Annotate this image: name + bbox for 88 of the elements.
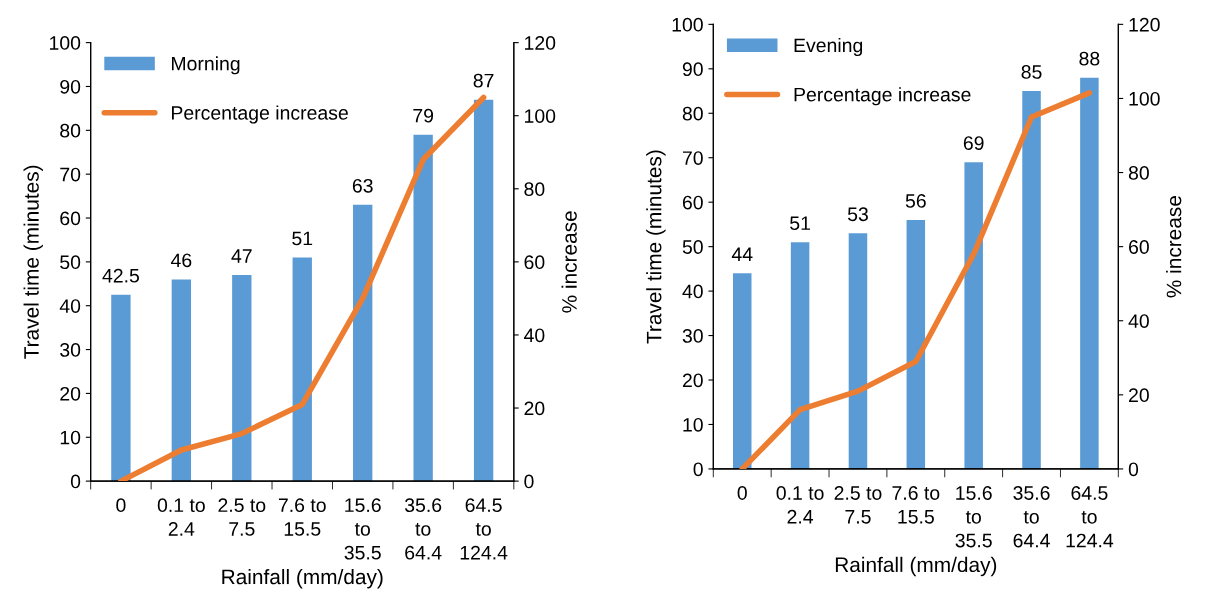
- y-tick-label: 0: [70, 474, 81, 489]
- y2-tick-label: 80: [524, 182, 545, 197]
- bar: [964, 162, 983, 469]
- x-tick-label: 0: [116, 498, 126, 513]
- y2-tick-label: 100: [525, 109, 556, 123]
- y2-tick-label: 20: [524, 401, 545, 416]
- data-label: 46: [170, 253, 192, 268]
- data-label: 85: [1021, 65, 1042, 79]
- y-tick-label: 0: [693, 462, 703, 477]
- data-label: 88: [1079, 51, 1100, 66]
- y-tick-label: 70: [60, 167, 81, 182]
- y-axis-title: Travel time (minutes): [23, 165, 43, 359]
- y-tick-label: 30: [60, 343, 81, 357]
- bar: [906, 219, 926, 469]
- x-tick-label: 2.5 to 7.5: [218, 498, 266, 536]
- y-tick-label: 90: [682, 62, 703, 77]
- data-label: 53: [847, 207, 868, 222]
- x-tick-label: 15.6 to 35.5: [955, 486, 992, 548]
- data-label: 63: [352, 178, 373, 193]
- x-tick-label: 2.5 to 7.5: [834, 486, 882, 524]
- y2-tick-label: 20: [1129, 388, 1149, 403]
- y-tick-label: 80: [60, 123, 81, 138]
- y2-tick-label: 0: [524, 474, 534, 489]
- y2-tick-label: 120: [1129, 17, 1160, 32]
- y-tick-label: 50: [682, 240, 703, 254]
- bar: [353, 204, 373, 482]
- x-tick-label: 64.5 to 124.4: [460, 498, 508, 560]
- bar: [413, 134, 433, 482]
- y-tick-label: 10: [60, 430, 81, 445]
- bar: [732, 273, 752, 469]
- data-label: 87: [473, 73, 494, 88]
- data-label: 51: [292, 231, 313, 246]
- y-tick-label: 60: [682, 195, 703, 210]
- x-tick-label: 64.5 to 124.4: [1066, 486, 1114, 548]
- y-tick-label: 100: [50, 36, 81, 50]
- y2-tick-label: 60: [524, 255, 545, 270]
- bar: [790, 242, 810, 469]
- legend-label: Percentage increase: [794, 87, 971, 106]
- y-tick-label: 20: [682, 373, 703, 388]
- bar: [1022, 91, 1041, 469]
- y-tick-label: 80: [682, 106, 703, 121]
- legend-label: Morning: [171, 56, 240, 75]
- bar: [848, 233, 868, 469]
- y-tick-label: 100: [672, 17, 703, 32]
- x-axis-title: Rainfall (mm/day): [835, 556, 997, 577]
- y-axis-title: Travel time (minutes): [646, 150, 666, 344]
- y2-axis-title: % increase: [561, 211, 577, 313]
- x-tick-label: 7.6 to 15.5: [892, 486, 940, 524]
- legend-label: Percentage increase: [171, 105, 348, 124]
- y2-tick-label: 120: [525, 36, 556, 50]
- y2-tick-label: 0: [1128, 462, 1139, 477]
- x-tick-label: 35.6 to 64.4: [1013, 486, 1050, 548]
- bar: [171, 279, 192, 482]
- y-tick-label: 30: [682, 329, 703, 343]
- y2-tick-label: 80: [1128, 166, 1149, 180]
- data-label: 51: [790, 216, 810, 231]
- x-tick-label: 7.6 to 15.5: [278, 498, 326, 536]
- data-label: 56: [905, 194, 926, 208]
- x-tick-label: 0: [737, 486, 747, 500]
- x-tick-label: 0.1 to 2.4: [776, 486, 824, 524]
- y-tick-label: 90: [60, 79, 81, 94]
- data-label: 42.5: [102, 268, 140, 283]
- bar: [1080, 77, 1099, 469]
- y-tick-label: 60: [60, 211, 81, 226]
- x-tick-label: 0.1 to 2.4: [157, 498, 205, 536]
- data-label: 44: [731, 247, 753, 261]
- x-axis-title: Rainfall (mm/day): [222, 568, 383, 589]
- y-tick-label: 20: [60, 386, 81, 401]
- y-tick-label: 40: [59, 299, 81, 313]
- x-tick-label: 15.6 to 35.5: [344, 498, 381, 560]
- x-tick-label: 35.6 to 64.4: [404, 498, 442, 560]
- y-tick-label: 70: [682, 151, 703, 165]
- y2-tick-label: 40: [1128, 314, 1149, 328]
- data-label: 69: [963, 136, 984, 150]
- bar: [292, 257, 312, 482]
- bar: [473, 99, 494, 482]
- y-tick-label: 40: [682, 284, 703, 299]
- y2-axis-title: % increase: [1166, 196, 1182, 298]
- y-tick-label: 10: [683, 417, 703, 432]
- y2-tick-label: 40: [523, 328, 545, 343]
- bar: [232, 275, 252, 482]
- bar: [111, 294, 131, 482]
- data-label: 47: [231, 249, 252, 263]
- y2-tick-label: 100: [1129, 91, 1160, 106]
- legend-label: Evening: [794, 37, 863, 57]
- data-label: 79: [413, 108, 434, 123]
- y-tick-label: 50: [60, 255, 81, 270]
- y2-tick-label: 60: [1129, 240, 1149, 254]
